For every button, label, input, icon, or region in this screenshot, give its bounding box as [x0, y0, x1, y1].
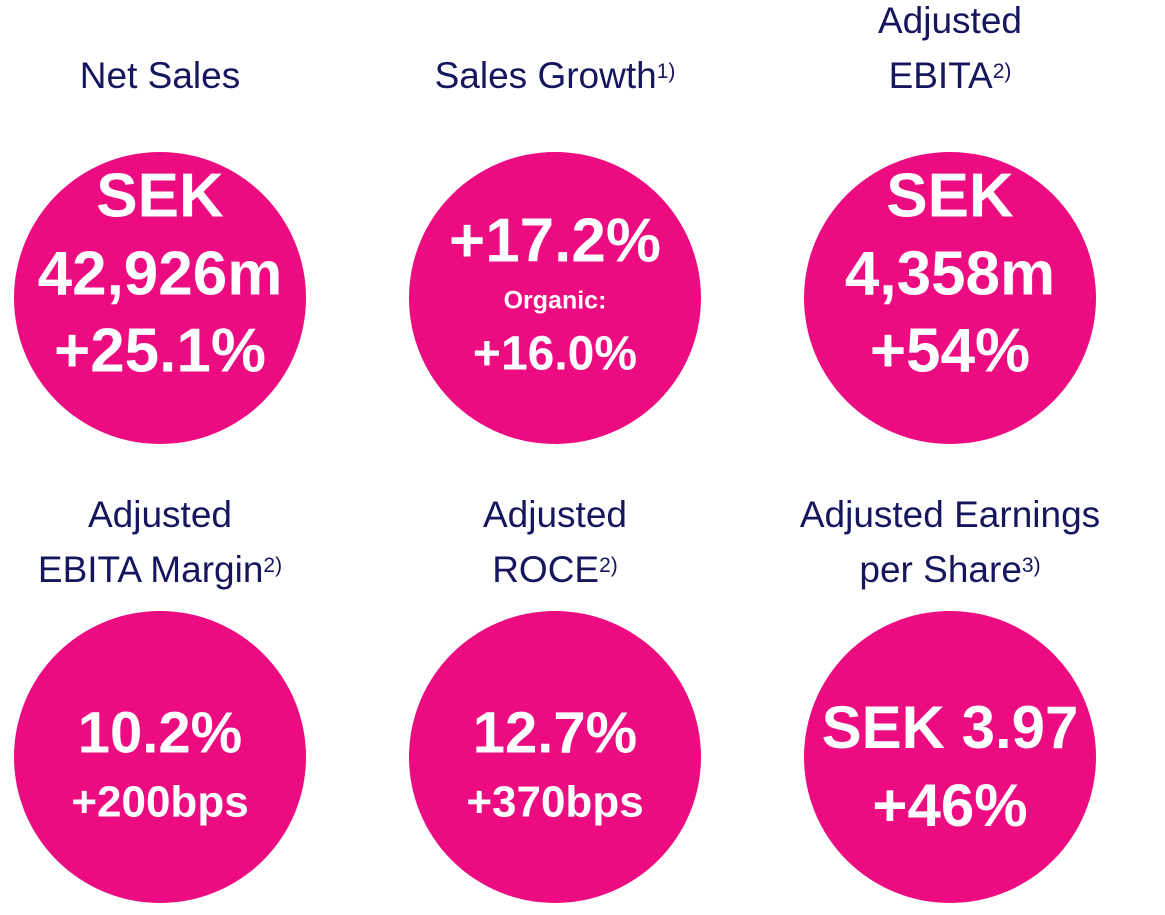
kpi-value: SEK — [96, 161, 224, 230]
kpi-title: Adjusted Earnings — [800, 494, 1100, 535]
kpi-value: +200bps — [71, 778, 248, 827]
kpi-title-text: Adjusted — [88, 494, 232, 535]
footnote-marker: 2) — [993, 60, 1012, 83]
kpi-value: +17.2% — [449, 206, 661, 275]
kpi-value: +370bps — [466, 778, 643, 827]
kpi-value: +46% — [872, 772, 1027, 839]
kpi-title: Sales Growth1) — [435, 55, 676, 96]
kpi-title-text: ROCE — [492, 549, 599, 590]
kpi-title-text: Adjusted Earnings — [800, 494, 1100, 535]
kpi-value: +25.1% — [54, 316, 266, 385]
kpi-title: Net Sales — [80, 55, 240, 96]
kpi-circle — [409, 152, 701, 444]
kpi-card: Adjusted EBITA Margin2) 10.2% +200bps — [14, 494, 306, 903]
footnote-marker: 2) — [263, 554, 282, 577]
footnote-marker: 3) — [1022, 554, 1041, 577]
kpi-circle — [409, 611, 701, 903]
kpi-card: Adjusted Earnings per Share3) SEK 3.97 +46% — [800, 494, 1100, 903]
kpi-value: 42,926m — [38, 239, 283, 308]
kpi-title-text: Net Sales — [80, 55, 240, 96]
kpi-value: SEK — [886, 161, 1014, 230]
kpi-title: EBITA2) — [889, 55, 1012, 96]
kpi-circle — [804, 611, 1096, 903]
kpi-title-text: EBITA — [889, 55, 993, 96]
kpi-value: 12.7% — [473, 700, 637, 765]
kpi-card: Adjusted ROCE2) 12.7% +370bps — [409, 494, 701, 903]
kpi-value: SEK 3.97 — [822, 694, 1079, 761]
kpi-title: Adjusted — [483, 494, 627, 535]
kpi-card: Net Sales SEK 42,926m +25.1% — [14, 55, 306, 444]
kpi-value: Organic: — [504, 287, 607, 315]
kpi-value: 10.2% — [78, 700, 242, 765]
kpi-title: Adjusted — [88, 494, 232, 535]
footnote-marker: 1) — [657, 60, 676, 83]
kpi-value: +54% — [870, 316, 1030, 385]
kpi-circle — [14, 152, 306, 444]
footnote-marker: 2) — [599, 554, 618, 577]
kpi-circle — [804, 152, 1096, 444]
kpi-title: EBITA Margin2) — [38, 549, 282, 590]
kpi-card: Sales Growth1) +17.2% Organic: +16.0% — [409, 55, 701, 444]
kpi-title-text: Sales Growth — [435, 55, 657, 96]
kpi-circle — [14, 611, 306, 903]
kpi-card: Adjusted EBITA2) SEK 4,358m +54% — [804, 0, 1096, 444]
kpi-title-text: per Share — [859, 549, 1022, 590]
kpi-title-text: EBITA Margin — [38, 549, 264, 590]
kpi-title: Adjusted — [878, 0, 1022, 41]
kpi-title-text: Adjusted — [483, 494, 627, 535]
kpi-value: +16.0% — [473, 328, 637, 381]
kpi-title: ROCE2) — [492, 549, 618, 590]
kpi-value: 4,358m — [845, 239, 1055, 308]
kpi-title: per Share3) — [859, 549, 1040, 590]
kpi-title-text: Adjusted — [878, 0, 1022, 41]
